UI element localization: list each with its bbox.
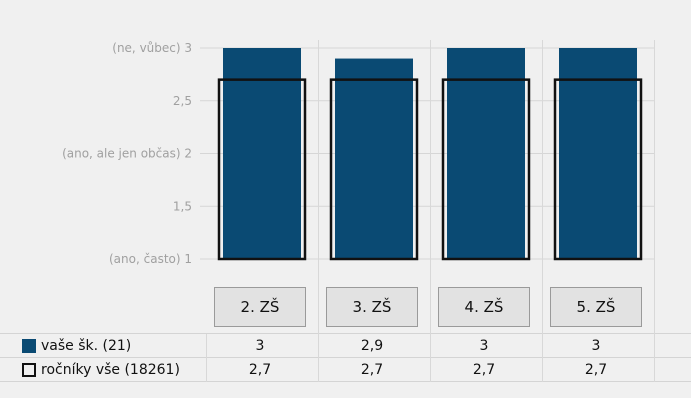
legend-entry-school: vaše šk. (21): [22, 334, 131, 358]
category-label-4zs: 4. ZŠ: [438, 287, 530, 327]
benchmark-bar: [329, 78, 419, 261]
column-divider: [654, 40, 655, 382]
legend-row-benchmark: ročníky vše (18261) 2,7 2,7 2,7 2,7: [0, 358, 691, 382]
bar: [447, 48, 525, 259]
bar: [335, 58, 413, 259]
y-tick-label: (ne, vůbec) 3: [112, 41, 192, 55]
table-cell: 2,7: [472, 362, 496, 378]
table-cell: 2,7: [248, 362, 272, 378]
legend-swatch-filled: [22, 339, 36, 353]
table-divider: [0, 333, 691, 334]
benchmark-bar: [553, 78, 643, 261]
table-divider: [0, 357, 691, 358]
category-label-3zs: 3. ZŠ: [326, 287, 418, 327]
table-cell: 3: [591, 338, 601, 354]
legend-label-benchmark: ročníky vše (18261): [41, 362, 180, 378]
table-cell: 3: [479, 338, 489, 354]
table-cell: 2,7: [360, 362, 384, 378]
legend-entry-benchmark: ročníky vše (18261): [22, 358, 180, 382]
table-divider: [0, 381, 691, 382]
category-label-5zs: 5. ZŠ: [550, 287, 642, 327]
legend-label-school: vaše šk. (21): [41, 338, 132, 354]
column-divider: [430, 40, 431, 382]
legend-swatch-outline: [22, 363, 36, 377]
benchmark-bar: [217, 78, 307, 261]
bar: [559, 48, 637, 259]
column-divider: [318, 40, 319, 382]
table-cell: 2,7: [584, 362, 608, 378]
benchmark-bar: [441, 78, 531, 261]
category-label-2zs: 2. ZŠ: [214, 287, 306, 327]
table-cell: 3: [255, 338, 265, 354]
column-divider: [542, 40, 543, 382]
y-tick-label: 1,5: [173, 199, 192, 213]
table-cell: 2,9: [360, 338, 384, 354]
bar: [223, 48, 301, 259]
legend-row-school: vaše šk. (21) 3 2,9 3 3: [0, 334, 691, 358]
y-tick-label: (ano, ale jen občas) 2: [62, 147, 192, 161]
y-tick-label: 2,5: [173, 94, 192, 108]
y-tick-label: (ano, často) 1: [109, 252, 192, 266]
table-divider: [206, 334, 207, 382]
